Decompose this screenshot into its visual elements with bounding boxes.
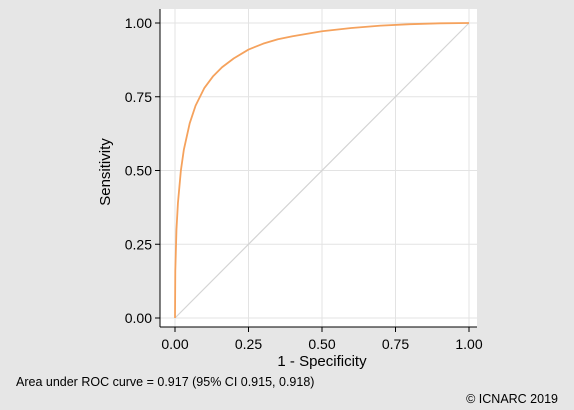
series-group [174,22,470,319]
y-tick-label-1: 0.25 [125,236,152,252]
x-tick-label-0: 0.00 [161,336,188,352]
y-axis-title: Sensitivity [97,138,114,206]
x-tick-label-3: 0.75 [382,336,409,352]
plot-area [160,9,477,327]
y-tick-label-4: 1.00 [125,15,152,31]
auc-annotation: Area under ROC curve = 0.917 (95% CI 0.9… [16,375,315,389]
x-tick-label-1: 0.25 [235,336,262,352]
x-tick-label-2: 0.50 [308,336,335,352]
y-tick-label-3: 0.75 [125,89,152,105]
roc-curve-line [174,22,470,319]
y-tick-label-2: 0.50 [125,163,152,179]
x-tick-label-4: 1.00 [455,336,482,352]
axes: 0.00 0.25 0.50 0.75 1.00 0.00 0.25 0.50 0.75 1.00 [125,9,483,352]
y-tick-label-0: 0.00 [125,310,152,326]
reference-diagonal-line [174,22,470,319]
x-axis-title: 1 - Specificity [277,353,367,370]
copyright-notice: © ICNARC 2019 [466,392,558,406]
